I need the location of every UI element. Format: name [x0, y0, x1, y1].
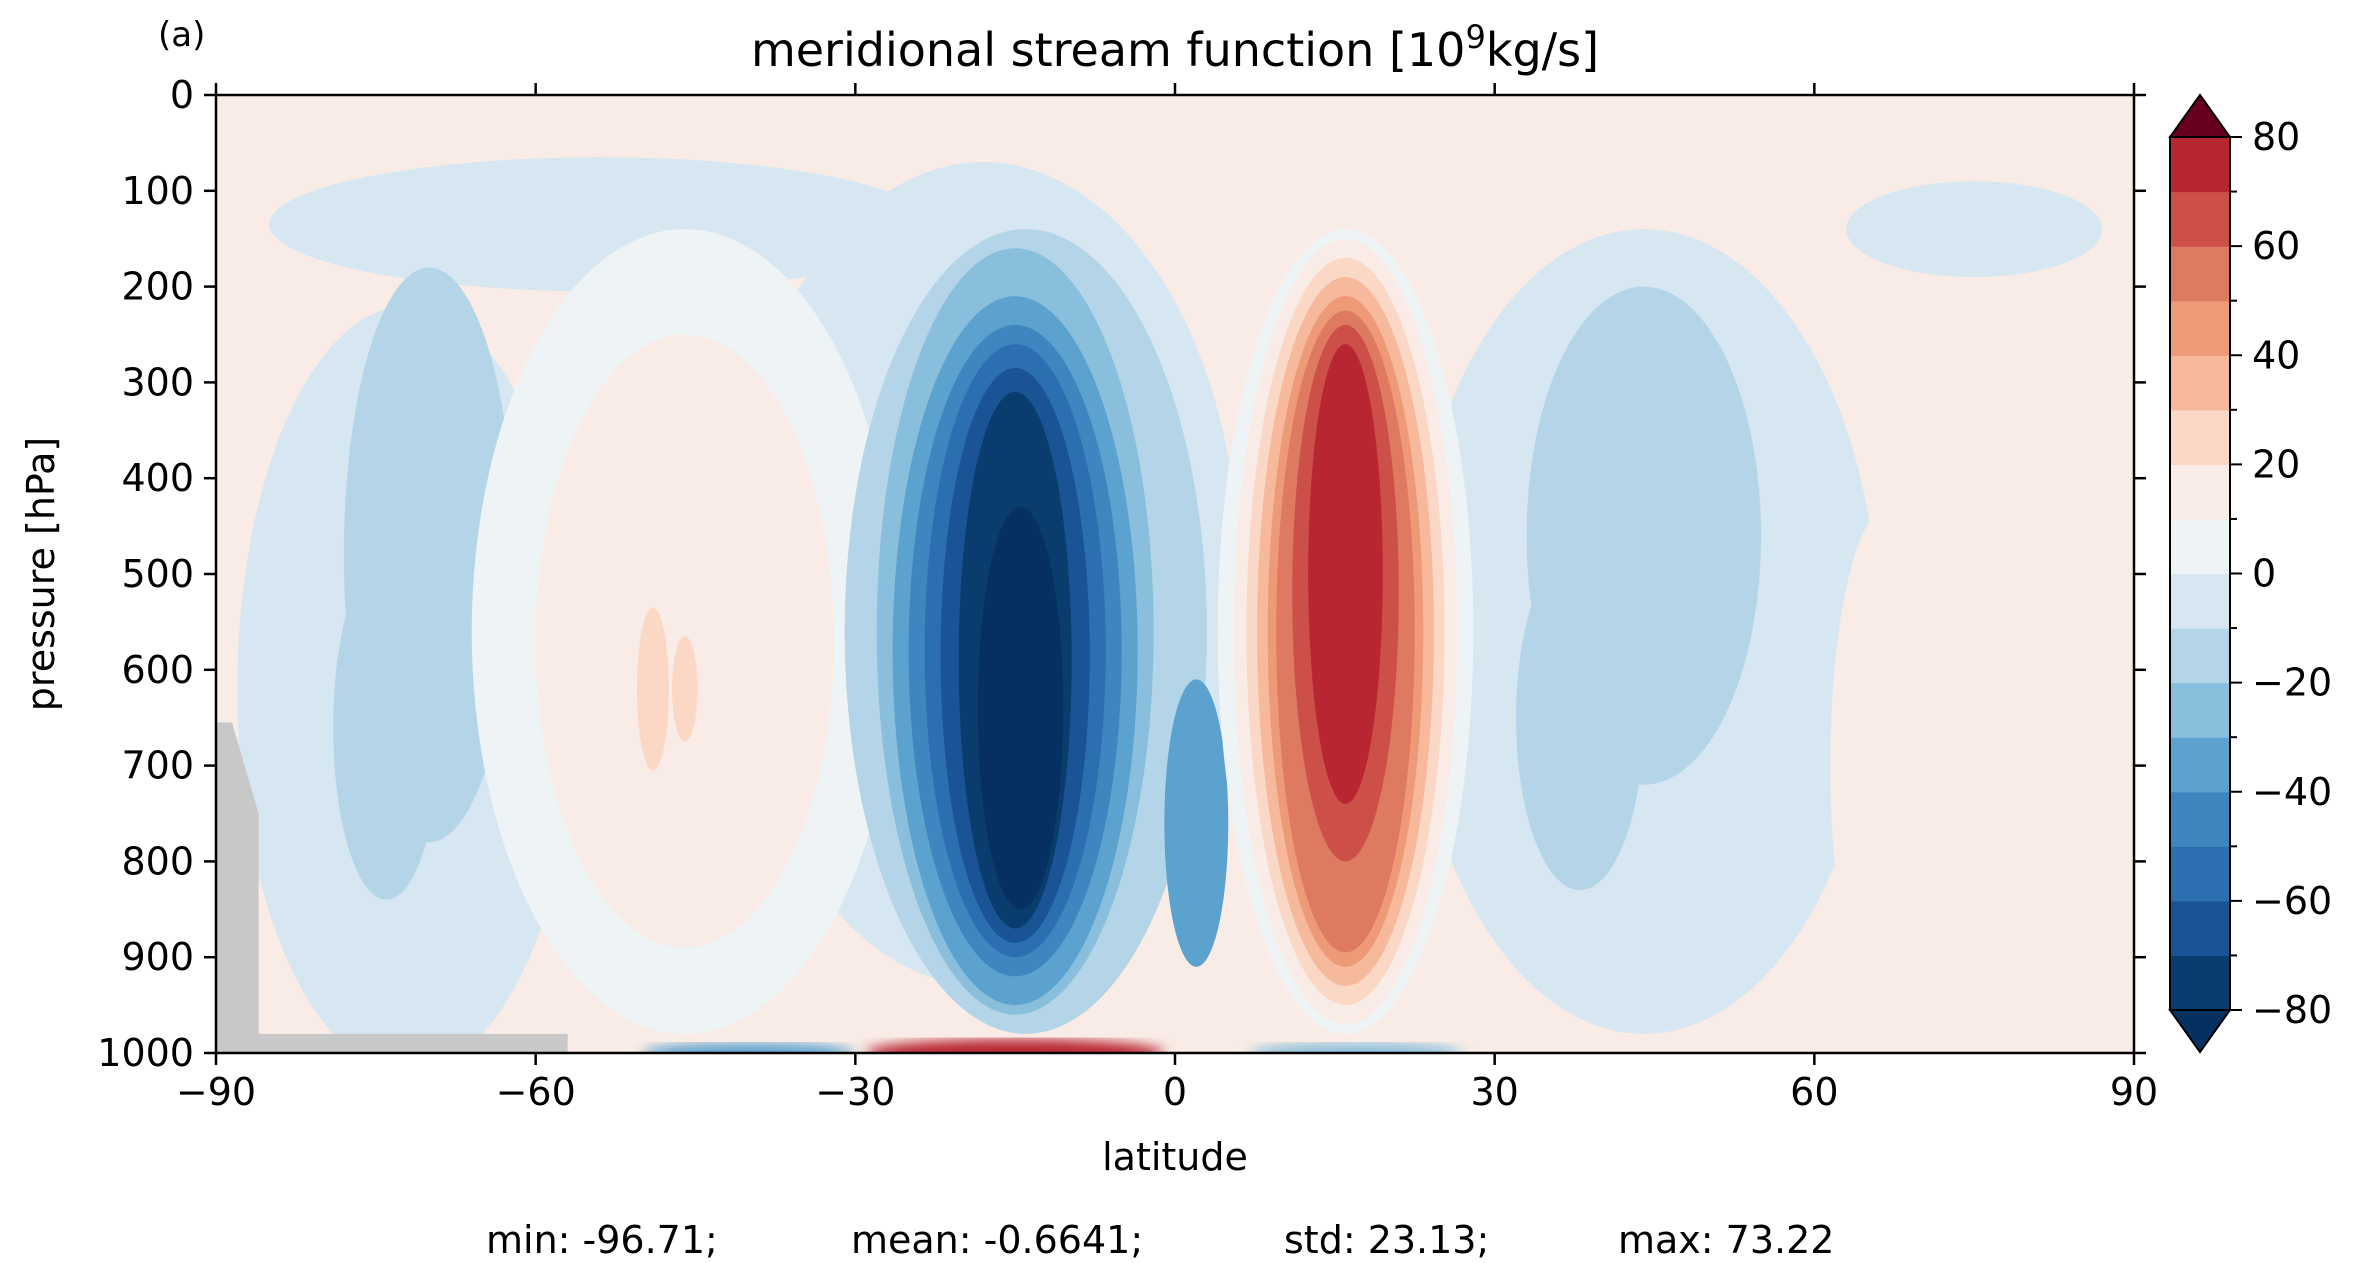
- colorbar-segment: [2170, 791, 2230, 847]
- contour-level-0: [269, 157, 930, 292]
- colorbar-segment: [2170, 518, 2230, 575]
- colorbar-tick-label: 60: [2252, 224, 2300, 268]
- colorbar-tick-label: 20: [2252, 442, 2300, 486]
- colorbar-segment: [2170, 900, 2230, 957]
- contour-level-27: [1308, 344, 1383, 804]
- x-tick-label: 0: [1163, 1070, 1187, 1114]
- surface-band-negative-north: [1249, 1043, 1463, 1053]
- contour-level-9: [636, 607, 669, 771]
- colorbar-segment: [2170, 846, 2230, 902]
- colorbar-segment: [2170, 628, 2230, 684]
- colorbar-segment: [2170, 682, 2230, 738]
- colorbar-segment: [2170, 573, 2230, 629]
- chart-title: meridional stream function [109kg/s]: [751, 18, 1599, 77]
- colorbar-tick-label: 80: [2252, 115, 2300, 159]
- contour-level-29: [1515, 545, 1644, 891]
- x-tick-label: −30: [815, 1070, 895, 1114]
- plot-area: [216, 95, 2134, 1053]
- y-axis: 0 100 200 300 400 500 600 700 800 900 1000: [97, 73, 2146, 1075]
- surface-band-negative-south: [642, 1043, 856, 1053]
- x-tick-label: 90: [2110, 1070, 2158, 1114]
- colorbar-segment: [2170, 246, 2230, 302]
- colorbar-tick-label: 40: [2252, 333, 2300, 377]
- y-tick-label: 800: [121, 839, 194, 883]
- y-tick-label: 900: [121, 935, 194, 979]
- x-tick-label: −60: [496, 1070, 576, 1114]
- y-tick-label: 700: [121, 744, 194, 788]
- colorbar-tick-label: −60: [2252, 879, 2332, 923]
- y-tick-label: 1000: [97, 1031, 194, 1075]
- colorbar-segment: [2170, 300, 2230, 356]
- surface-band-positive: [866, 1039, 1165, 1053]
- y-tick-label: 400: [121, 456, 194, 500]
- colorbar-segment: [2170, 355, 2230, 411]
- colorbar-segment: [2170, 955, 2230, 1011]
- y-tick-label: 300: [121, 360, 194, 404]
- panel-label: (a): [158, 15, 205, 55]
- masked-terrain: [216, 722, 568, 1053]
- chart-title-main: meridional stream function [10: [751, 23, 1466, 77]
- colorbar-segment: [2170, 737, 2230, 793]
- colorbar-tick-label: −40: [2252, 770, 2332, 814]
- y-tick-label: 600: [121, 648, 194, 692]
- colorbar-extend-min: [2168, 1009, 2232, 1054]
- contour-level-19: [1164, 679, 1229, 967]
- y-tick-label: 200: [121, 265, 194, 309]
- y-axis-label: pressure [hPa]: [19, 437, 63, 711]
- y-tick-label: 500: [121, 552, 194, 596]
- contour-level-30: [1830, 506, 1948, 1025]
- colorbar-segment: [2170, 409, 2230, 465]
- colorbar-tick-label: 0: [2252, 552, 2276, 596]
- stat-mean: mean: -0.6641;: [851, 1218, 1143, 1262]
- stat-min: min: -96.71;: [486, 1218, 718, 1262]
- x-axis-label: latitude: [1102, 1135, 1248, 1179]
- y-tick-label: 0: [170, 73, 194, 117]
- x-tick-label: 30: [1470, 1070, 1518, 1114]
- stat-max: max: 73.22: [1618, 1218, 1834, 1262]
- x-tick-label: 60: [1790, 1070, 1838, 1114]
- contour-level-18: [977, 506, 1064, 910]
- stat-std: std: 23.13;: [1284, 1218, 1489, 1262]
- contour-level-1: [1846, 181, 2103, 278]
- colorbar-segment: [2170, 191, 2230, 247]
- colorbar-tick-label: −80: [2252, 988, 2332, 1032]
- colorbar-segment: [2170, 464, 2230, 520]
- chart-title-superscript: 9: [1465, 18, 1485, 56]
- y-tick-label: 100: [121, 169, 194, 213]
- colorbar-tick-label: −20: [2252, 661, 2332, 705]
- x-axis: −90 −60 −30 0 30 60 90: [176, 83, 2158, 1114]
- stats-line: min: -96.71; mean: -0.6641; std: 23.13; …: [486, 1218, 1834, 1262]
- x-tick-label: −90: [176, 1070, 256, 1114]
- colorbar-segment: [2170, 137, 2230, 193]
- contour-level-6: [333, 554, 440, 900]
- chart-title-units: kg/s]: [1486, 23, 1599, 77]
- colorbar-extend-max: [2168, 93, 2232, 138]
- contour-level-10: [672, 636, 698, 742]
- masked-surface: [216, 722, 568, 1053]
- colorbar: −80 −60 −40 −20 0 20 40 60 80: [2168, 93, 2332, 1054]
- contour-fills: [237, 157, 2103, 1053]
